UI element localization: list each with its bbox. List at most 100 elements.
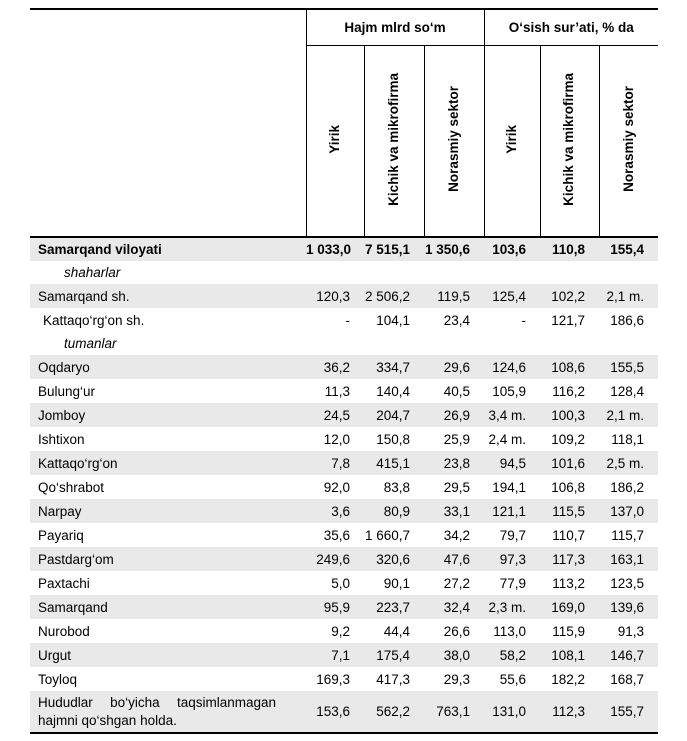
- column-header-row: Yirik Kichik va mikrofirma Norasmiy sekt…: [30, 45, 659, 238]
- corner-cell: [30, 8, 306, 238]
- table-row: Toyloq 169,3 417,3 29,3 55,6 182,2 168,7: [30, 667, 658, 691]
- value-cell: 108,6: [551, 359, 585, 375]
- value-cell: 169,0: [551, 599, 585, 615]
- value-cell: 125,4: [492, 288, 526, 304]
- group-header-row: Hajm mlrd so‘m O‘sish sur’ati, % da: [30, 8, 659, 238]
- table-row: shaharlar: [30, 261, 658, 284]
- group-header-volume: Hajm mlrd so‘m: [305, 8, 484, 46]
- region-label: Urgut: [38, 647, 72, 663]
- value-cell: 110,7: [552, 527, 585, 543]
- value-cell: 123,5: [610, 575, 645, 591]
- value-cell: 112,3: [540, 691, 599, 735]
- value-cell: 9,2: [331, 623, 350, 639]
- region-label: Nurobod: [38, 623, 90, 639]
- value-cell: 1 033,0: [306, 242, 352, 257]
- value-cell: 139,6: [610, 599, 645, 615]
- value-cell: 155,4: [610, 242, 645, 257]
- value-cell: 25,9: [443, 431, 470, 447]
- value-cell: 223,7: [376, 599, 410, 615]
- value-cell: 109,2: [551, 431, 585, 447]
- value-cell: 29,6: [443, 359, 470, 375]
- value-cell: 77,9: [499, 575, 526, 591]
- region-label: Samarqand: [38, 599, 108, 615]
- value-cell: 2,3 m.: [488, 599, 526, 615]
- value-cell: 204,7: [376, 407, 410, 423]
- value-cell: 155,7: [599, 691, 659, 735]
- region-label: Samarqand viloyati: [38, 242, 162, 257]
- value-cell: 34,2: [443, 527, 470, 543]
- value-cell: 100,3: [551, 407, 585, 423]
- col-header-large-volume: Yirik: [305, 45, 364, 238]
- value-cell: 12,0: [323, 431, 350, 447]
- value-cell: 102,2: [551, 288, 585, 304]
- table-row: Ishtixon 12,0 150,8 25,9 2,4 m. 109,2 118,1: [30, 427, 658, 451]
- value-cell: 108,1: [551, 647, 585, 663]
- region-label: Narpay: [38, 503, 82, 519]
- value-cell: 24,5: [323, 407, 350, 423]
- region-label: Bulung‘ur: [38, 383, 96, 399]
- table-row: Oqdaryo 36,2 334,7 29,6 124,6 108,6 155,5: [30, 355, 659, 379]
- value-cell: 103,6: [492, 242, 526, 257]
- value-cell: 115,7: [611, 527, 645, 543]
- value-cell: 40,5: [443, 383, 470, 399]
- value-cell: 95,9: [323, 599, 350, 615]
- value-cell: 26,9: [443, 407, 470, 423]
- value-cell: 97,3: [499, 551, 526, 567]
- region-label: Hududlar bo‘yicha taqsimlanmagan hajmni …: [30, 691, 306, 735]
- value-cell: 175,4: [376, 647, 410, 663]
- region-label: Samarqand sh.: [38, 288, 130, 304]
- value-cell: 101,6: [551, 455, 585, 471]
- col-header-informal-growth: Norasmiy sektor: [598, 45, 659, 238]
- value-cell: 146,7: [610, 647, 645, 663]
- value-cell: 334,7: [376, 359, 410, 375]
- value-cell: -: [345, 312, 351, 328]
- value-cell: 38,0: [443, 647, 470, 663]
- value-cell: 155,5: [610, 359, 645, 375]
- value-cell: 44,4: [383, 623, 410, 639]
- value-cell: 7 515,1: [364, 242, 410, 257]
- region-label: Oqdaryo: [38, 359, 90, 375]
- value-cell: 104,1: [376, 312, 410, 328]
- value-cell: 110,8: [551, 242, 585, 257]
- value-cell: 763,1: [424, 691, 484, 735]
- region-label: Pastdarg‘om: [38, 551, 114, 567]
- value-cell: 32,4: [443, 599, 470, 615]
- value-cell: 55,6: [499, 671, 526, 687]
- value-cell: 26,6: [443, 623, 470, 639]
- value-cell: 23,4: [443, 312, 470, 328]
- value-cell: 119,5: [437, 288, 470, 304]
- value-cell: 91,3: [617, 623, 645, 639]
- value-cell: 90,1: [383, 575, 410, 591]
- value-cell: 128,4: [610, 383, 645, 399]
- value-cell: 115,9: [552, 623, 585, 639]
- value-cell: 2 506,2: [364, 288, 410, 304]
- value-cell: 121,7: [551, 312, 585, 328]
- table-row: Narpay 3,6 80,9 33,1 121,1 115,5 137,0: [30, 499, 659, 523]
- value-cell: 186,2: [610, 479, 645, 495]
- value-cell: 1 660,7: [364, 527, 410, 543]
- table-row: Samarqand 95,9 223,7 32,4 2,3 m. 169,0 139,6: [30, 595, 659, 619]
- table-row: Hududlar bo‘yicha taqsimlanmagan hajmni …: [30, 691, 659, 735]
- section-label: shaharlar: [64, 265, 121, 280]
- value-cell: -: [521, 312, 527, 328]
- region-label: Ishtixon: [38, 431, 85, 447]
- value-cell: 249,6: [316, 551, 350, 567]
- table-row: Qo‘shrabot 92,0 83,8 29,5 194,1 106,8 186,2: [30, 475, 658, 499]
- col-header-small-micro-growth: Kichik va mikrofirma: [539, 45, 599, 238]
- region-label: Qo‘shrabot: [38, 479, 105, 495]
- value-cell: 58,2: [499, 647, 526, 663]
- col-header-large-growth: Yirik: [483, 45, 540, 238]
- value-cell: 124,6: [492, 359, 526, 375]
- value-cell: 2,1 m.: [606, 407, 645, 423]
- value-cell: 137,0: [610, 503, 645, 519]
- value-cell: 36,2: [323, 359, 350, 375]
- value-cell: 163,1: [610, 551, 645, 567]
- value-cell: 83,8: [383, 479, 410, 495]
- value-cell: 23,8: [443, 455, 470, 471]
- value-cell: 7,1: [331, 647, 350, 663]
- value-cell: 562,2: [364, 691, 424, 735]
- section-label: tumanlar: [64, 336, 117, 351]
- value-cell: 2,1 m.: [606, 288, 645, 304]
- table-body: Samarqand viloyati 1 033,0 7 515,1 1 350,6 1…: [30, 237, 659, 735]
- value-cell: 182,2: [551, 671, 585, 687]
